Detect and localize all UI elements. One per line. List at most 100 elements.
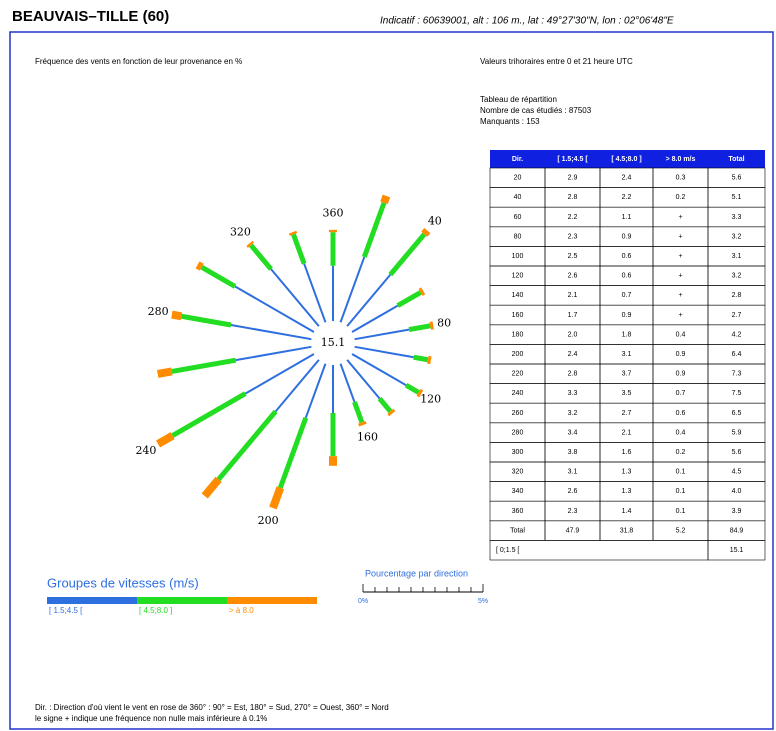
legend-swatch: [137, 597, 227, 604]
rose-segment: [171, 357, 237, 374]
table-cell-text: Total: [510, 527, 525, 534]
scale-max: 5%: [478, 598, 488, 605]
table-cell-text: 0.9: [676, 351, 686, 358]
rose-segment: [354, 345, 414, 359]
table-cell-text: 2.8: [568, 371, 578, 378]
table-cell-text: 3.3: [568, 390, 578, 397]
frame: [9, 31, 774, 730]
table-cell-text: 200: [512, 351, 524, 358]
direction-label: 320: [230, 226, 251, 239]
direction-label: 200: [258, 514, 279, 527]
legend-label: > à 8.0: [229, 606, 254, 615]
table-cell: [489, 540, 709, 561]
table-cell-text: 80: [514, 233, 522, 240]
table-cell-text: 2.4: [622, 175, 632, 182]
table-cell-text: 3.1: [568, 469, 578, 476]
table-cell-text: 1.6: [622, 449, 632, 456]
table-cell-text: 2.5: [568, 253, 578, 260]
table-cell-text: +: [678, 253, 682, 260]
table-cell-text: 6.5: [732, 410, 742, 417]
rose-segment: [418, 287, 426, 296]
table-cell-text: 5.2: [676, 527, 686, 534]
rose-segment: [156, 432, 175, 448]
summary-title: Tableau de répartition: [480, 95, 557, 104]
legend-swatch: [47, 597, 137, 604]
table-cell-text: 15.1: [730, 547, 744, 554]
table-cell-text: 2.8: [732, 292, 742, 299]
table-cell-text: 2.8: [568, 194, 578, 201]
rose-segment: [339, 256, 366, 323]
table-cell-text: 2.7: [732, 312, 742, 319]
table-cell-text: 360: [512, 508, 524, 515]
table-cell-text: 84.9: [730, 527, 744, 534]
table-cell: [707, 540, 766, 561]
direction-label: 360: [323, 206, 344, 219]
legend-swatch: [227, 597, 317, 604]
table-cell-text: 2.0: [568, 331, 578, 338]
table-cell-text: 0.1: [676, 488, 686, 495]
rose-segment: [235, 345, 312, 362]
rose-segment: [388, 232, 427, 277]
table-cell-text: 2.7: [622, 410, 632, 417]
table-cell-text: 2.6: [568, 273, 578, 280]
table-cell-text: 2.6: [568, 488, 578, 495]
table-cell-text: 220: [512, 371, 524, 378]
table-header: [ 4.5;8.0 ]: [611, 156, 641, 163]
table-cell-text: 3.2: [568, 410, 578, 417]
table-cell-text: 3.8: [568, 449, 578, 456]
table-header: > 8.0 m/s: [666, 156, 696, 163]
rose-segment: [429, 321, 434, 330]
rose-segment: [304, 363, 327, 419]
table-cell-text: 5.6: [732, 175, 742, 182]
rose-segment: [171, 310, 183, 321]
table-cell-text: 0.6: [676, 410, 686, 417]
table-header-bg: [490, 150, 765, 168]
table-cell-text: 7.5: [732, 390, 742, 397]
table-cell-text: 4.5: [732, 469, 742, 476]
rose-segment: [346, 359, 381, 400]
rose-segment: [358, 420, 367, 427]
rose-segment: [230, 324, 312, 341]
table-cell-text: 3.1: [732, 253, 742, 260]
direction-label: 120: [420, 392, 441, 405]
table-cell-text: 0.4: [676, 429, 686, 436]
rose-segment: [277, 416, 309, 489]
table-cell-text: 120: [512, 273, 524, 280]
rose-segment: [413, 354, 429, 363]
table-header: Total: [728, 156, 744, 163]
table-cell-text: 160: [512, 312, 524, 319]
table-cell-text: 20: [514, 175, 522, 182]
table-cell-text: 0.9: [676, 371, 686, 378]
table-header: [ 1.5;4.5 [: [557, 156, 588, 163]
legend-title: Groupes de vitesses (m/s): [47, 575, 199, 590]
rose-segment: [303, 263, 327, 323]
table-cell-text: 5.9: [732, 429, 742, 436]
table-cell-text: 280: [512, 429, 524, 436]
table-cell-text: 3.4: [568, 429, 578, 436]
rose-segment: [354, 328, 410, 341]
table-cell-text: 0.7: [622, 292, 632, 299]
rose-segment: [396, 290, 422, 308]
rose-segment: [291, 233, 307, 265]
table-cell-text: 1.4: [622, 508, 632, 515]
table-cell-text: 340: [512, 488, 524, 495]
table-cell-text: 140: [512, 292, 524, 299]
table-cell-text: 0.7: [676, 390, 686, 397]
table-cell-text: 0.3: [676, 175, 686, 182]
table-cell-text: 0.4: [676, 331, 686, 338]
table-cell-text: 0.9: [622, 233, 632, 240]
table-cell-text: 1.3: [622, 469, 632, 476]
table-cell-text: 3.3: [732, 214, 742, 221]
rose-segment: [269, 486, 285, 510]
table-cell-text: 0.2: [676, 194, 686, 201]
table-cell-text: 0.1: [676, 469, 686, 476]
rose-segment: [246, 240, 255, 248]
rose-segment: [288, 230, 298, 236]
rose-segment: [380, 194, 391, 205]
direction-label: 80: [437, 316, 451, 329]
rose-segment: [216, 409, 278, 481]
info: Indicatif : 60639001, alt : 106 m., lat …: [380, 16, 674, 27]
rose-segment: [351, 353, 407, 387]
direction-label: 280: [148, 305, 169, 318]
table-cell-text: 1.3: [622, 488, 632, 495]
